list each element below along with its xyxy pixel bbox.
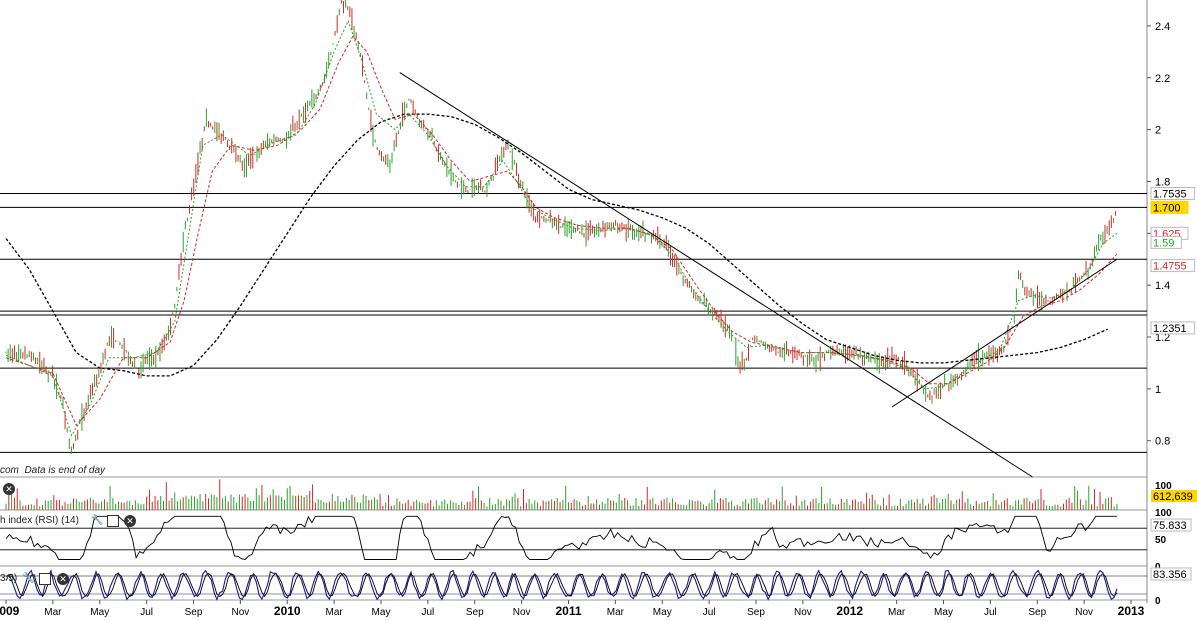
close-icon[interactable]: ✕ [3, 483, 15, 495]
price-value-tag: 1.7535 [1153, 189, 1187, 201]
stochastic-panel-label: 3 5) [0, 573, 18, 584]
window-icon[interactable] [107, 515, 119, 527]
rsi-line [5, 515, 1117, 560]
window-icon[interactable] [39, 573, 51, 585]
volume-bars [5, 479, 1118, 510]
x-axis-tick-label: May [90, 607, 109, 618]
x-axis-tick-label: Nov [231, 607, 249, 618]
price-value-tag: 1.700 [1153, 202, 1181, 214]
x-axis-tick-label: Jul [421, 607, 434, 618]
price-value-tag-box [1150, 259, 1196, 273]
moving-average-slow [5, 113, 1108, 377]
x-axis-tick-label: 2009 [0, 604, 20, 618]
trendline [399, 72, 1033, 478]
stochastic-value-tag: 83.356 [1153, 569, 1187, 581]
price-value-tag: 1.59 [1153, 237, 1174, 249]
price-y-tick-label: 1 [1155, 384, 1161, 396]
volume-value-tag: 612,639 [1153, 491, 1193, 503]
price-value-tag: 1.4755 [1153, 261, 1187, 273]
x-axis-tick-label: Sep [1028, 607, 1046, 618]
x-axis-tick-label: Nov [513, 607, 531, 618]
x-axis-tick-label: Mar [44, 607, 62, 618]
x-axis-tick-label: Sep [185, 607, 203, 618]
price-value-tag-box [1150, 321, 1196, 335]
price-value-tag-box [1150, 187, 1196, 201]
close-icon[interactable]: ✕ [57, 573, 69, 585]
x-axis-tick-label: May [653, 607, 672, 618]
x-axis-tick-label: 2012 [836, 604, 863, 618]
price-y-tick-label: 2.4 [1155, 21, 1170, 33]
rsi-panel-label: h index (RSI) (14) [0, 515, 79, 526]
price-y-tick-label: 1.2 [1155, 332, 1170, 344]
x-axis-tick-label: May [372, 607, 391, 618]
data-source-note: com Data is end of day [0, 465, 106, 476]
close-icon[interactable]: ✕ [124, 515, 136, 527]
price-value-tag-box [1150, 200, 1189, 214]
price-value-tag: 1.2351 [1153, 323, 1187, 335]
price-y-tick-label: 2 [1155, 125, 1161, 137]
stochastic-k-line [5, 568, 1118, 601]
volume-y-tick-label: 100 [1155, 481, 1172, 492]
rsi-y-tick-label: 50 [1155, 535, 1167, 546]
x-axis-tick-label: 2013 [1118, 604, 1145, 618]
trendline [891, 258, 1118, 408]
x-axis-tick-label: Mar [326, 607, 344, 618]
rsi-value-tag: 75.833 [1153, 520, 1187, 532]
x-axis-tick-label: 2010 [274, 604, 301, 618]
x-axis-tick-label: Sep [466, 607, 484, 618]
price-y-tick-label: 0.8 [1155, 436, 1170, 448]
price-y-tick-label: 2.2 [1155, 73, 1170, 85]
wrench-icon[interactable]: 🔧 [91, 515, 104, 526]
stochastic-d-line [5, 572, 1118, 598]
x-axis-tick-label: Jul [140, 607, 153, 618]
price-value-tag-box [1150, 235, 1182, 249]
wrench-icon[interactable]: 🔧 [22, 573, 35, 584]
rsi-y-tick-label: 100 [1155, 508, 1172, 519]
moving-average-mid [5, 35, 1118, 427]
rsi-value-tag-box [1150, 518, 1192, 532]
x-axis-tick-label: Jul [703, 607, 716, 618]
stochastic-y-tick-label: 0 [1155, 596, 1161, 607]
stochastic-value-tag-box [1150, 567, 1192, 581]
x-axis-tick-label: 2011 [555, 604, 581, 618]
x-axis-tick-label: Jul [984, 607, 997, 618]
volume-value-tag-box [1151, 490, 1197, 502]
x-axis-tick-label: Nov [794, 607, 812, 618]
x-axis-tick-label: Mar [607, 607, 625, 618]
x-axis-tick-label: Sep [747, 607, 765, 618]
x-axis-tick-label: Mar [888, 607, 906, 618]
x-axis-tick-label: Nov [1075, 607, 1093, 618]
x-axis-tick-label: May [934, 607, 953, 618]
price-y-tick-label: 1.8 [1155, 176, 1170, 188]
price-y-tick-label: 1.4 [1155, 280, 1170, 292]
moving-average-fast [5, 19, 1118, 437]
price-bars [5, 0, 1117, 454]
